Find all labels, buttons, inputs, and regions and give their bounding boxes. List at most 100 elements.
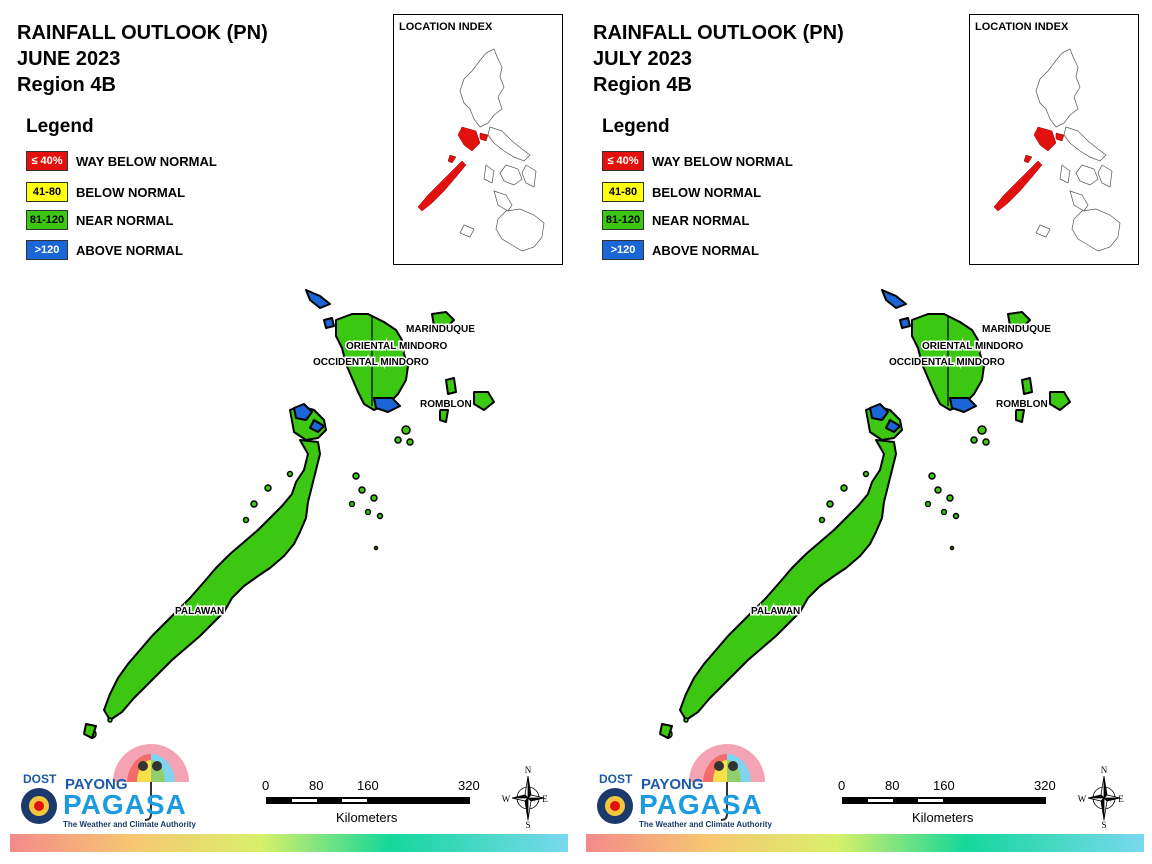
compass-e: E: [542, 794, 548, 804]
legend-item-way-below-normal: ≤ 40% WAY BELOW NORMAL: [26, 150, 217, 172]
legend-label: WAY BELOW NORMAL: [76, 153, 217, 169]
legend-item-above-normal: >120 ABOVE NORMAL: [602, 239, 759, 261]
legend-swatch: >120: [26, 240, 68, 260]
dost-label: DOST: [599, 772, 633, 786]
legend-swatch: 81-120: [602, 210, 644, 230]
legend-item-above-normal: >120 ABOVE NORMAL: [26, 239, 183, 261]
title-line-1: RAINFALL OUTLOOK (PN): [17, 22, 268, 44]
calamian-above-normal: [293, 403, 313, 421]
title-line-3: Region 4B: [17, 74, 116, 96]
scale-tick-0: 0: [262, 778, 270, 793]
scale-tick-80: 80: [885, 778, 900, 793]
dost-label: DOST: [23, 772, 57, 786]
compass-w: W: [502, 794, 511, 804]
legend-label: ABOVE NORMAL: [76, 242, 183, 258]
label-romblon: ROMBLON: [420, 399, 472, 410]
lubang-islands: [881, 289, 907, 309]
title-line-2: JUNE 2023: [17, 48, 121, 70]
location-index-inset: LOCATION INDEX: [393, 14, 563, 265]
north-arrow-compass: N S E W: [1076, 764, 1126, 830]
compass-n: N: [525, 765, 532, 775]
legend-label: NEAR NORMAL: [652, 212, 750, 228]
legend-swatch: 41-80: [26, 182, 68, 202]
title-line-2: JULY 2023: [593, 48, 692, 70]
pagasa-label: PAGASA: [63, 789, 187, 820]
palawan-island: [679, 439, 897, 721]
scale-tick-320: 320: [458, 778, 480, 793]
scale-bar: 0 80 160 320 Kilometers: [262, 778, 492, 828]
outlook-panel-june: RAINFALL OUTLOOK (PN) JUNE 2023 Region 4…: [0, 14, 568, 852]
legend-item-below-normal: 41-80 BELOW NORMAL: [602, 181, 761, 203]
map-title: RAINFALL OUTLOOK (PN) JULY 2023 Region 4…: [593, 20, 844, 98]
outlook-panel-july: RAINFALL OUTLOOK (PN) JULY 2023 Region 4…: [576, 0, 1152, 864]
scale-bar-graphic: [266, 797, 470, 804]
compass-s: S: [525, 820, 530, 830]
label-oriental-mindoro: ORIENTAL MINDORO: [922, 341, 1024, 352]
map-title: RAINFALL OUTLOOK (PN) JUNE 2023 Region 4…: [17, 20, 268, 98]
legend-swatch: >120: [602, 240, 644, 260]
compass-rose-icon: N S E W: [1078, 765, 1125, 830]
scale-tick-0: 0: [838, 778, 846, 793]
compass-w: W: [1078, 794, 1087, 804]
label-marinduque: MARINDUQUE: [406, 324, 475, 335]
tagline: The Weather and Climate Authority: [639, 820, 772, 829]
legend-label: ABOVE NORMAL: [652, 242, 759, 258]
pagasa-logo: DOST PAYONG PAGASA The Weather and Clima…: [17, 740, 197, 835]
label-occidental-mindoro: OCCIDENTAL MINDORO: [889, 357, 1005, 368]
marinduque-island: [431, 311, 455, 329]
legend-label: WAY BELOW NORMAL: [652, 153, 793, 169]
location-index-inset: LOCATION INDEX: [969, 14, 1139, 265]
region-4b-map: MARINDUQUE ORIENTAL MINDORO OCCIDENTAL M…: [0, 280, 495, 739]
label-romblon: ROMBLON: [996, 399, 1048, 410]
romblon-island: [1049, 391, 1071, 411]
label-oriental-mindoro: ORIENTAL MINDORO: [346, 341, 448, 352]
scale-tick-80: 80: [309, 778, 324, 793]
legend-item-below-normal: 41-80 BELOW NORMAL: [26, 181, 185, 203]
legend-title: Legend: [602, 116, 670, 137]
region-4b-map: MARINDUQUE ORIENTAL MINDORO OCCIDENTAL M…: [576, 280, 1071, 739]
map-labels: MARINDUQUE ORIENTAL MINDORO OCCIDENTAL M…: [750, 323, 1053, 619]
compass-e: E: [1118, 794, 1124, 804]
umbrella-icon: [597, 744, 765, 824]
pagasa-logo: DOST PAYONG PAGASA The Weather and Clima…: [593, 740, 773, 835]
label-marinduque: MARINDUQUE: [982, 324, 1051, 335]
title-line-3: Region 4B: [593, 74, 692, 96]
legend-label: BELOW NORMAL: [652, 184, 762, 200]
label-palawan: PALAWAN: [175, 606, 224, 617]
north-arrow-compass: N S E W: [500, 764, 550, 830]
scale-tick-160: 160: [357, 778, 379, 793]
lubang-islands: [305, 289, 331, 309]
payong-label: PAYONG: [65, 776, 128, 793]
legend-label: BELOW NORMAL: [76, 184, 186, 200]
marinduque-island: [1007, 311, 1031, 329]
title-line-1: RAINFALL OUTLOOK (PN): [593, 22, 844, 44]
map-labels: MARINDUQUE ORIENTAL MINDORO OCCIDENTAL M…: [174, 323, 477, 619]
scale-bar: 0 80 160 320 Kilometers: [838, 778, 1068, 828]
scale-bar-graphic: [842, 797, 1046, 804]
philippines-outline-map: [993, 48, 1121, 252]
romblon-island: [473, 391, 495, 411]
legend-label: NEAR NORMAL: [76, 212, 174, 228]
inset-title: LOCATION INDEX: [399, 21, 493, 33]
legend-swatch: 81-120: [26, 210, 68, 230]
legend-swatch: ≤ 40%: [26, 151, 68, 171]
philippines-outline-map: [417, 48, 545, 252]
compass-s: S: [1101, 820, 1106, 830]
payong-label: PAYONG: [641, 776, 704, 793]
pagasa-label: PAGASA: [639, 789, 763, 820]
legend-title: Legend: [26, 116, 94, 137]
label-occidental-mindoro: OCCIDENTAL MINDORO: [313, 357, 429, 368]
inset-title: LOCATION INDEX: [975, 21, 1069, 33]
compass-n: N: [1101, 765, 1108, 775]
scale-units: Kilometers: [336, 810, 398, 825]
legend-item-near-normal: 81-120 NEAR NORMAL: [26, 209, 174, 231]
legend-item-near-normal: 81-120 NEAR NORMAL: [602, 209, 750, 231]
scale-units: Kilometers: [912, 810, 974, 825]
rainbow-footer-bar: [586, 834, 1144, 852]
legend-swatch: ≤ 40%: [602, 151, 644, 171]
palawan-island: [103, 439, 321, 721]
scale-tick-160: 160: [933, 778, 955, 793]
legend-swatch: 41-80: [602, 182, 644, 202]
legend-item-way-below-normal: ≤ 40% WAY BELOW NORMAL: [602, 150, 793, 172]
rainbow-footer-bar: [10, 834, 568, 852]
